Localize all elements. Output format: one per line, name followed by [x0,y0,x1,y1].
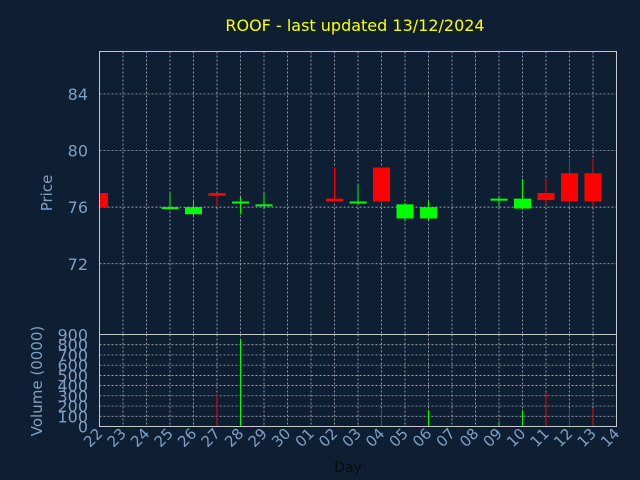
x-tick-label: 08 [456,425,482,451]
x-tick-label: 26 [174,425,200,451]
candle-body [584,173,602,202]
volume-tick-label: 0 [78,418,88,437]
x-tick-label: 07 [433,425,459,451]
volume-axis-label: Volume (0000) [28,326,46,436]
volume-tick-label: 200 [57,397,88,416]
x-tick-label: 03 [339,425,365,451]
volume-panel-frame [99,334,617,427]
candle-body [161,207,179,210]
price-tick-label: 72 [68,255,88,274]
x-tick-label: 06 [409,425,435,451]
candle-body [208,193,226,196]
candles [99,159,602,220]
candle-body [326,198,343,202]
candle-body [255,204,273,207]
x-tick-label: 14 [597,425,623,451]
volume-tick-label: 900 [57,326,88,345]
candle-body [561,173,578,202]
candle-body [349,201,367,204]
candle-body [99,193,108,208]
x-tick-label: 12 [550,425,576,451]
volume-tick-label: 300 [57,387,88,406]
x-tick-label: 01 [292,425,318,451]
volume-tick-label: 800 [57,336,88,355]
candle-body [420,207,437,219]
x-tick-label: 24 [127,425,153,451]
volume-tick-label: 600 [57,356,88,375]
x-axis-label: Day [334,460,362,476]
x-tick-label: 28 [221,425,247,451]
x-tick-label: 05 [386,425,412,451]
volume-tick-label: 100 [57,407,88,426]
x-tick-label: 10 [503,425,529,451]
price-axis-label: Price [38,175,56,212]
x-tick-label: 04 [362,425,388,451]
x-tick-label: 29 [245,425,271,451]
volume-tick-label: 700 [57,346,88,365]
candle-body [490,198,508,201]
x-tick-label: 30 [268,425,294,451]
chart-title: ROOF - last updated 13/12/2024 [225,16,484,35]
x-tick-label: 27 [198,425,224,451]
price-tick-label: 76 [68,198,88,217]
price-tick-label: 80 [68,142,88,161]
x-tick-label: 25 [151,425,177,451]
x-tick-label: 13 [574,425,600,451]
volume-tick-label: 400 [57,377,88,396]
x-tick-label: 02 [315,425,341,451]
candle-body [185,207,202,215]
volume-grid [99,334,617,427]
price-tick-label: 84 [68,85,88,104]
x-tick-label: 11 [527,425,553,451]
x-tick-label: 09 [480,425,506,451]
candle-body [537,193,555,201]
candle-body [373,167,390,202]
volume-tick-label: 500 [57,366,88,385]
candle-body [232,201,249,204]
candle-body [396,204,414,219]
candle-body [514,198,531,209]
x-tick-label: 23 [104,425,130,451]
